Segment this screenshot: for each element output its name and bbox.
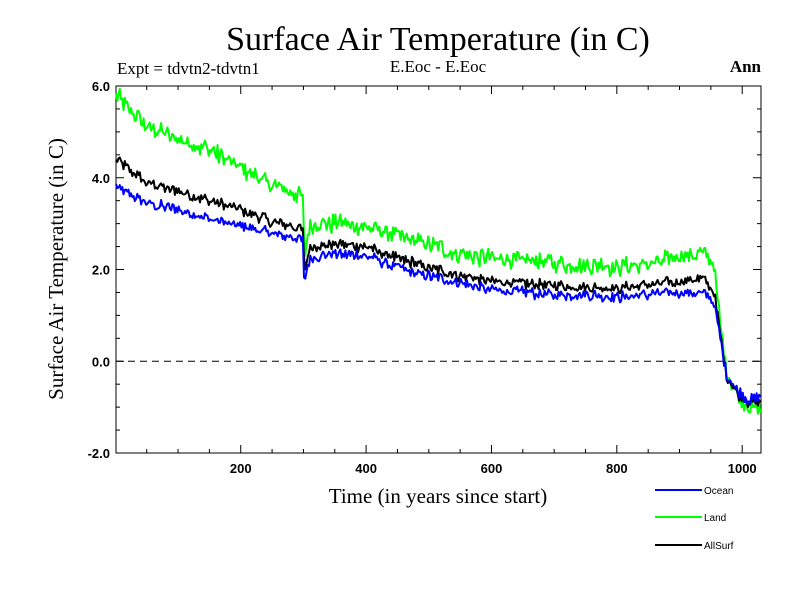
series-line-allsurf bbox=[115, 156, 762, 409]
legend-label-ocean: Ocean bbox=[704, 486, 733, 497]
comparison-label: E.Eoc - E.Eoc bbox=[390, 57, 487, 76]
y-tick-label: 2.0 bbox=[92, 263, 110, 278]
x-tick-label: 400 bbox=[355, 461, 377, 476]
x-tick-label: 600 bbox=[481, 461, 503, 476]
legend: Ocean Land AllSurf bbox=[655, 486, 734, 552]
y-tick-label: 4.0 bbox=[92, 171, 110, 186]
series-line-land bbox=[115, 87, 762, 415]
y-tick-label: 6.0 bbox=[92, 79, 110, 94]
period-label: Ann bbox=[730, 57, 762, 76]
x-tick-label: 200 bbox=[230, 461, 252, 476]
legend-label-land: Land bbox=[704, 513, 726, 524]
legend-label-allsurf: AllSurf bbox=[704, 541, 734, 552]
series-line-ocean bbox=[115, 183, 762, 406]
experiment-label: Expt = tdvtn2-tdvtn1 bbox=[117, 59, 260, 78]
y-axis-label: Surface Air Temperature (in C) bbox=[44, 138, 68, 400]
y-tick-label: -2.0 bbox=[88, 446, 110, 461]
axis-ticks: -2.0 0.0 2.0 4.0 6.0 200 400 600 800 1000 bbox=[88, 79, 761, 476]
y-tick-label: 0.0 bbox=[92, 354, 110, 369]
x-axis-label: Time (in years since start) bbox=[329, 484, 548, 508]
x-tick-label: 800 bbox=[606, 461, 628, 476]
series-group bbox=[115, 87, 762, 415]
chart-title: Surface Air Temperature (in C) bbox=[226, 21, 650, 58]
x-tick-label: 1000 bbox=[728, 461, 757, 476]
